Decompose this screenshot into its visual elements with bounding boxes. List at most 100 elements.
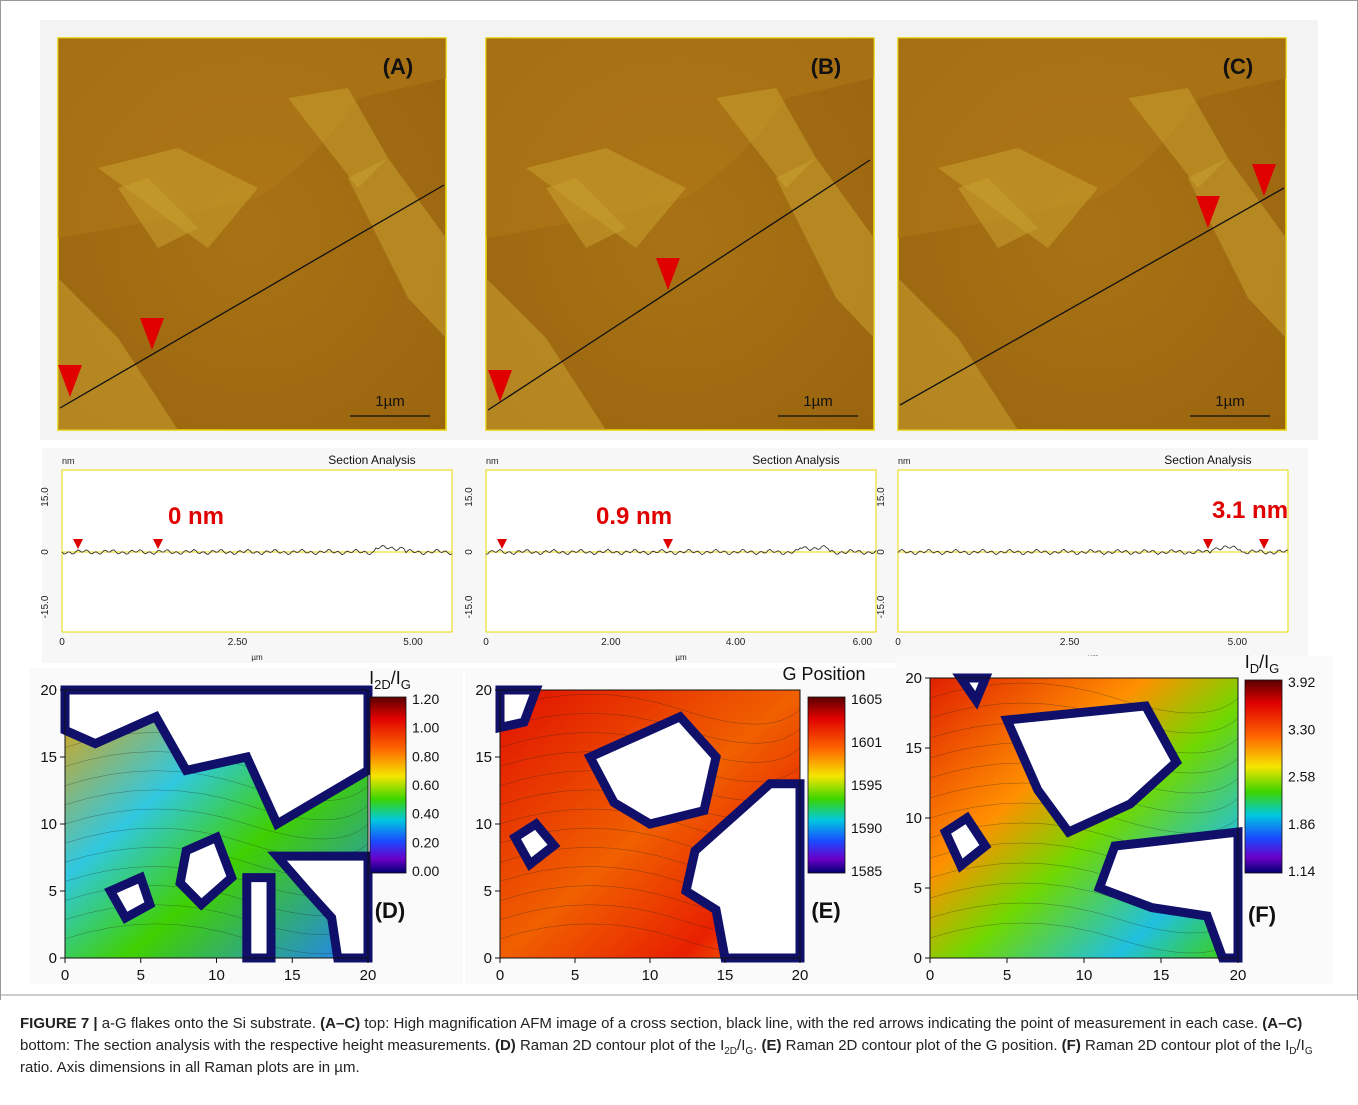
caption-text: ratio. Axis dimensions in all Raman plot…: [20, 1059, 360, 1076]
section-x-tick-label: 6.00: [853, 637, 873, 648]
y-tick-label: 15: [40, 749, 57, 766]
caption-text: /I: [1297, 1037, 1305, 1054]
plot-title-subscript: D: [1250, 661, 1259, 676]
x-tick-label: 15: [717, 967, 734, 984]
caption-text: a-G flakes onto the Si substrate.: [98, 1015, 321, 1032]
contour-blank: [247, 878, 271, 958]
x-tick-label: 20: [360, 967, 377, 984]
section-x-tick-label: 5.00: [1228, 637, 1248, 648]
x-tick-label: 20: [1230, 967, 1247, 984]
caption-subscript: 2D: [724, 1046, 737, 1057]
height-annotation: 0 nm: [168, 503, 224, 530]
y-tick-label: 10: [475, 816, 492, 833]
y-tick-label: 20: [40, 682, 57, 699]
colorbar-tick-label: 3.92: [1288, 674, 1315, 690]
plot-title-part: /I: [1259, 652, 1269, 672]
y-tick-label: 0: [914, 950, 922, 967]
colorbar: [370, 697, 406, 873]
x-tick-label: 20: [792, 967, 809, 984]
caption: FIGURE 7 | a-G flakes onto the Si substr…: [20, 1013, 1338, 1079]
plot-title-subscript: G: [1269, 661, 1279, 676]
section-y-tick-label: 0: [40, 549, 51, 555]
section-y-tick-label: 15.0: [40, 487, 51, 507]
section-y-tick-label: 0: [464, 549, 475, 555]
caption-subscript: D: [1289, 1046, 1296, 1057]
y-tick-label: 0: [484, 950, 492, 967]
caption-subscript: G: [745, 1046, 753, 1057]
colorbar-tick-label: 0.40: [412, 806, 439, 822]
section-x-unit: µm: [675, 653, 687, 662]
section-x-tick-label: 2.50: [228, 637, 248, 648]
colorbar-tick-label: 1.00: [412, 720, 439, 736]
x-tick-label: 10: [208, 967, 225, 984]
colorbar-tick-label: 0.80: [412, 748, 439, 764]
panel-label: (B): [811, 54, 842, 79]
plot-title-part: G Position: [782, 664, 865, 684]
caption-bold: (D): [495, 1037, 516, 1054]
section-x-tick-label: 0: [59, 637, 65, 648]
x-tick-label: 5: [137, 967, 145, 984]
y-tick-label: 15: [475, 749, 492, 766]
caption-text: Raman 2D contour plot of the G position.: [782, 1037, 1062, 1054]
caption-text: Raman 2D contour plot of the I: [516, 1037, 724, 1054]
colorbar-tick-label: 1.20: [412, 691, 439, 707]
x-tick-label: 0: [61, 967, 69, 984]
section-x-tick-label: 0: [483, 637, 489, 648]
height-annotation: 0.9 nm: [596, 503, 672, 530]
panel-label: (A): [383, 54, 414, 79]
colorbar-tick-label: 1585: [851, 863, 882, 879]
x-tick-label: 15: [1153, 967, 1170, 984]
colorbar-tick-label: 1601: [851, 734, 882, 750]
y-tick-label: 5: [914, 880, 922, 897]
caption-text: top: High magnification AFM image of a c…: [360, 1015, 1262, 1032]
y-tick-label: 20: [475, 682, 492, 699]
y-tick-label: 5: [484, 883, 492, 900]
y-tick-label: 5: [49, 883, 57, 900]
y-tick-label: 15: [905, 740, 922, 757]
x-tick-label: 10: [642, 967, 659, 984]
caption-bold: (E): [762, 1037, 782, 1054]
section-y-tick-label: -15.0: [876, 595, 887, 618]
section-y-unit: nm: [62, 456, 75, 466]
colorbar-tick-label: 0.60: [412, 777, 439, 793]
section-y-tick-label: -15.0: [464, 595, 475, 618]
plot-title-part: /I: [391, 668, 401, 688]
panel-label: (F): [1248, 902, 1276, 927]
x-tick-label: 5: [1003, 967, 1011, 984]
section-x-tick-label: 2.00: [601, 637, 621, 648]
section-x-tick-label: 4.00: [726, 637, 746, 648]
y-tick-label: 20: [905, 670, 922, 687]
section-y-tick-label: 15.0: [464, 487, 475, 507]
section-y-tick-label: 15.0: [876, 487, 887, 507]
colorbar-tick-label: 0.00: [412, 863, 439, 879]
caption-text: .: [753, 1037, 761, 1054]
caption-bold: (A–C): [1262, 1015, 1302, 1032]
x-tick-label: 5: [571, 967, 579, 984]
caption-text: Raman 2D contour plot of the I: [1081, 1037, 1289, 1054]
scale-bar-label: 1µm: [1215, 393, 1244, 410]
colorbar-tick-label: 1590: [851, 820, 882, 836]
colorbar-tick-label: 1595: [851, 777, 882, 793]
colorbar-tick-label: 1.86: [1288, 816, 1315, 832]
y-tick-label: 10: [905, 810, 922, 827]
section-title: Section Analysis: [328, 453, 415, 467]
section-x-unit: µm: [251, 653, 263, 662]
section-y-unit: nm: [486, 456, 499, 466]
colorbar-tick-label: 0.20: [412, 834, 439, 850]
caption-text: bottom: The section analysis with the re…: [20, 1037, 495, 1054]
x-tick-label: 0: [496, 967, 504, 984]
colorbar: [1245, 680, 1282, 873]
section-x-tick-label: 0: [895, 637, 901, 648]
caption-bold: (A–C): [320, 1015, 360, 1032]
colorbar-tick-label: 1605: [851, 691, 882, 707]
figure: (A)1µm(B)1µm(C)1µmnmSection Analysis15.0…: [0, 0, 1358, 1105]
colorbar-tick-label: 3.30: [1288, 721, 1315, 737]
section-title: Section Analysis: [752, 453, 839, 467]
y-tick-label: 10: [40, 816, 57, 833]
plot-title-subscript: 2D: [374, 677, 391, 692]
panel-label: (C): [1223, 54, 1254, 79]
x-tick-label: 15: [284, 967, 301, 984]
section-y-tick-label: 0: [876, 549, 887, 555]
colorbar-tick-label: 1.14: [1288, 863, 1315, 879]
